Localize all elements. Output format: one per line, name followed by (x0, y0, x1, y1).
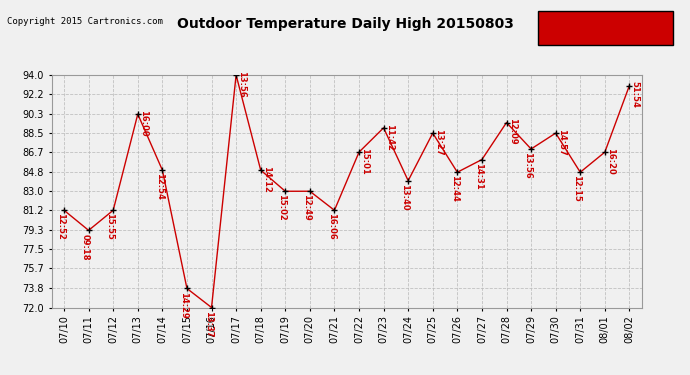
Text: 12:52: 12:52 (57, 213, 66, 240)
Text: 12:49: 12:49 (302, 194, 311, 221)
Text: 15:55: 15:55 (106, 213, 115, 240)
Text: 12:44: 12:44 (450, 176, 459, 202)
Text: 13:56: 13:56 (237, 71, 246, 98)
Text: 14:31: 14:31 (474, 163, 483, 189)
Text: 14:29: 14:29 (179, 292, 188, 318)
Text: 12:15: 12:15 (573, 176, 582, 202)
Text: 13:27: 13:27 (434, 129, 443, 156)
Text: 09:18: 09:18 (81, 234, 90, 260)
Text: Copyright 2015 Cartronics.com: Copyright 2015 Cartronics.com (7, 17, 163, 26)
Text: 14:12: 14:12 (262, 166, 271, 193)
Text: Outdoor Temperature Daily High 20150803: Outdoor Temperature Daily High 20150803 (177, 17, 513, 31)
Text: 15:01: 15:01 (360, 148, 369, 175)
Text: 15:02: 15:02 (277, 194, 286, 221)
Text: Temperature (°F): Temperature (°F) (555, 23, 656, 33)
Text: 14:57: 14:57 (557, 129, 566, 156)
Text: 13:56: 13:56 (523, 152, 532, 179)
Text: 11:42: 11:42 (385, 124, 394, 150)
Text: 12:54: 12:54 (155, 173, 164, 200)
Text: 51:54: 51:54 (631, 81, 640, 108)
Text: 16:20: 16:20 (606, 148, 615, 175)
Text: 13:40: 13:40 (400, 184, 409, 210)
Text: 16:06: 16:06 (326, 213, 335, 240)
Text: 13:37: 13:37 (204, 310, 213, 337)
Text: 16:00: 16:00 (139, 110, 148, 136)
Text: 12:09: 12:09 (508, 118, 517, 145)
